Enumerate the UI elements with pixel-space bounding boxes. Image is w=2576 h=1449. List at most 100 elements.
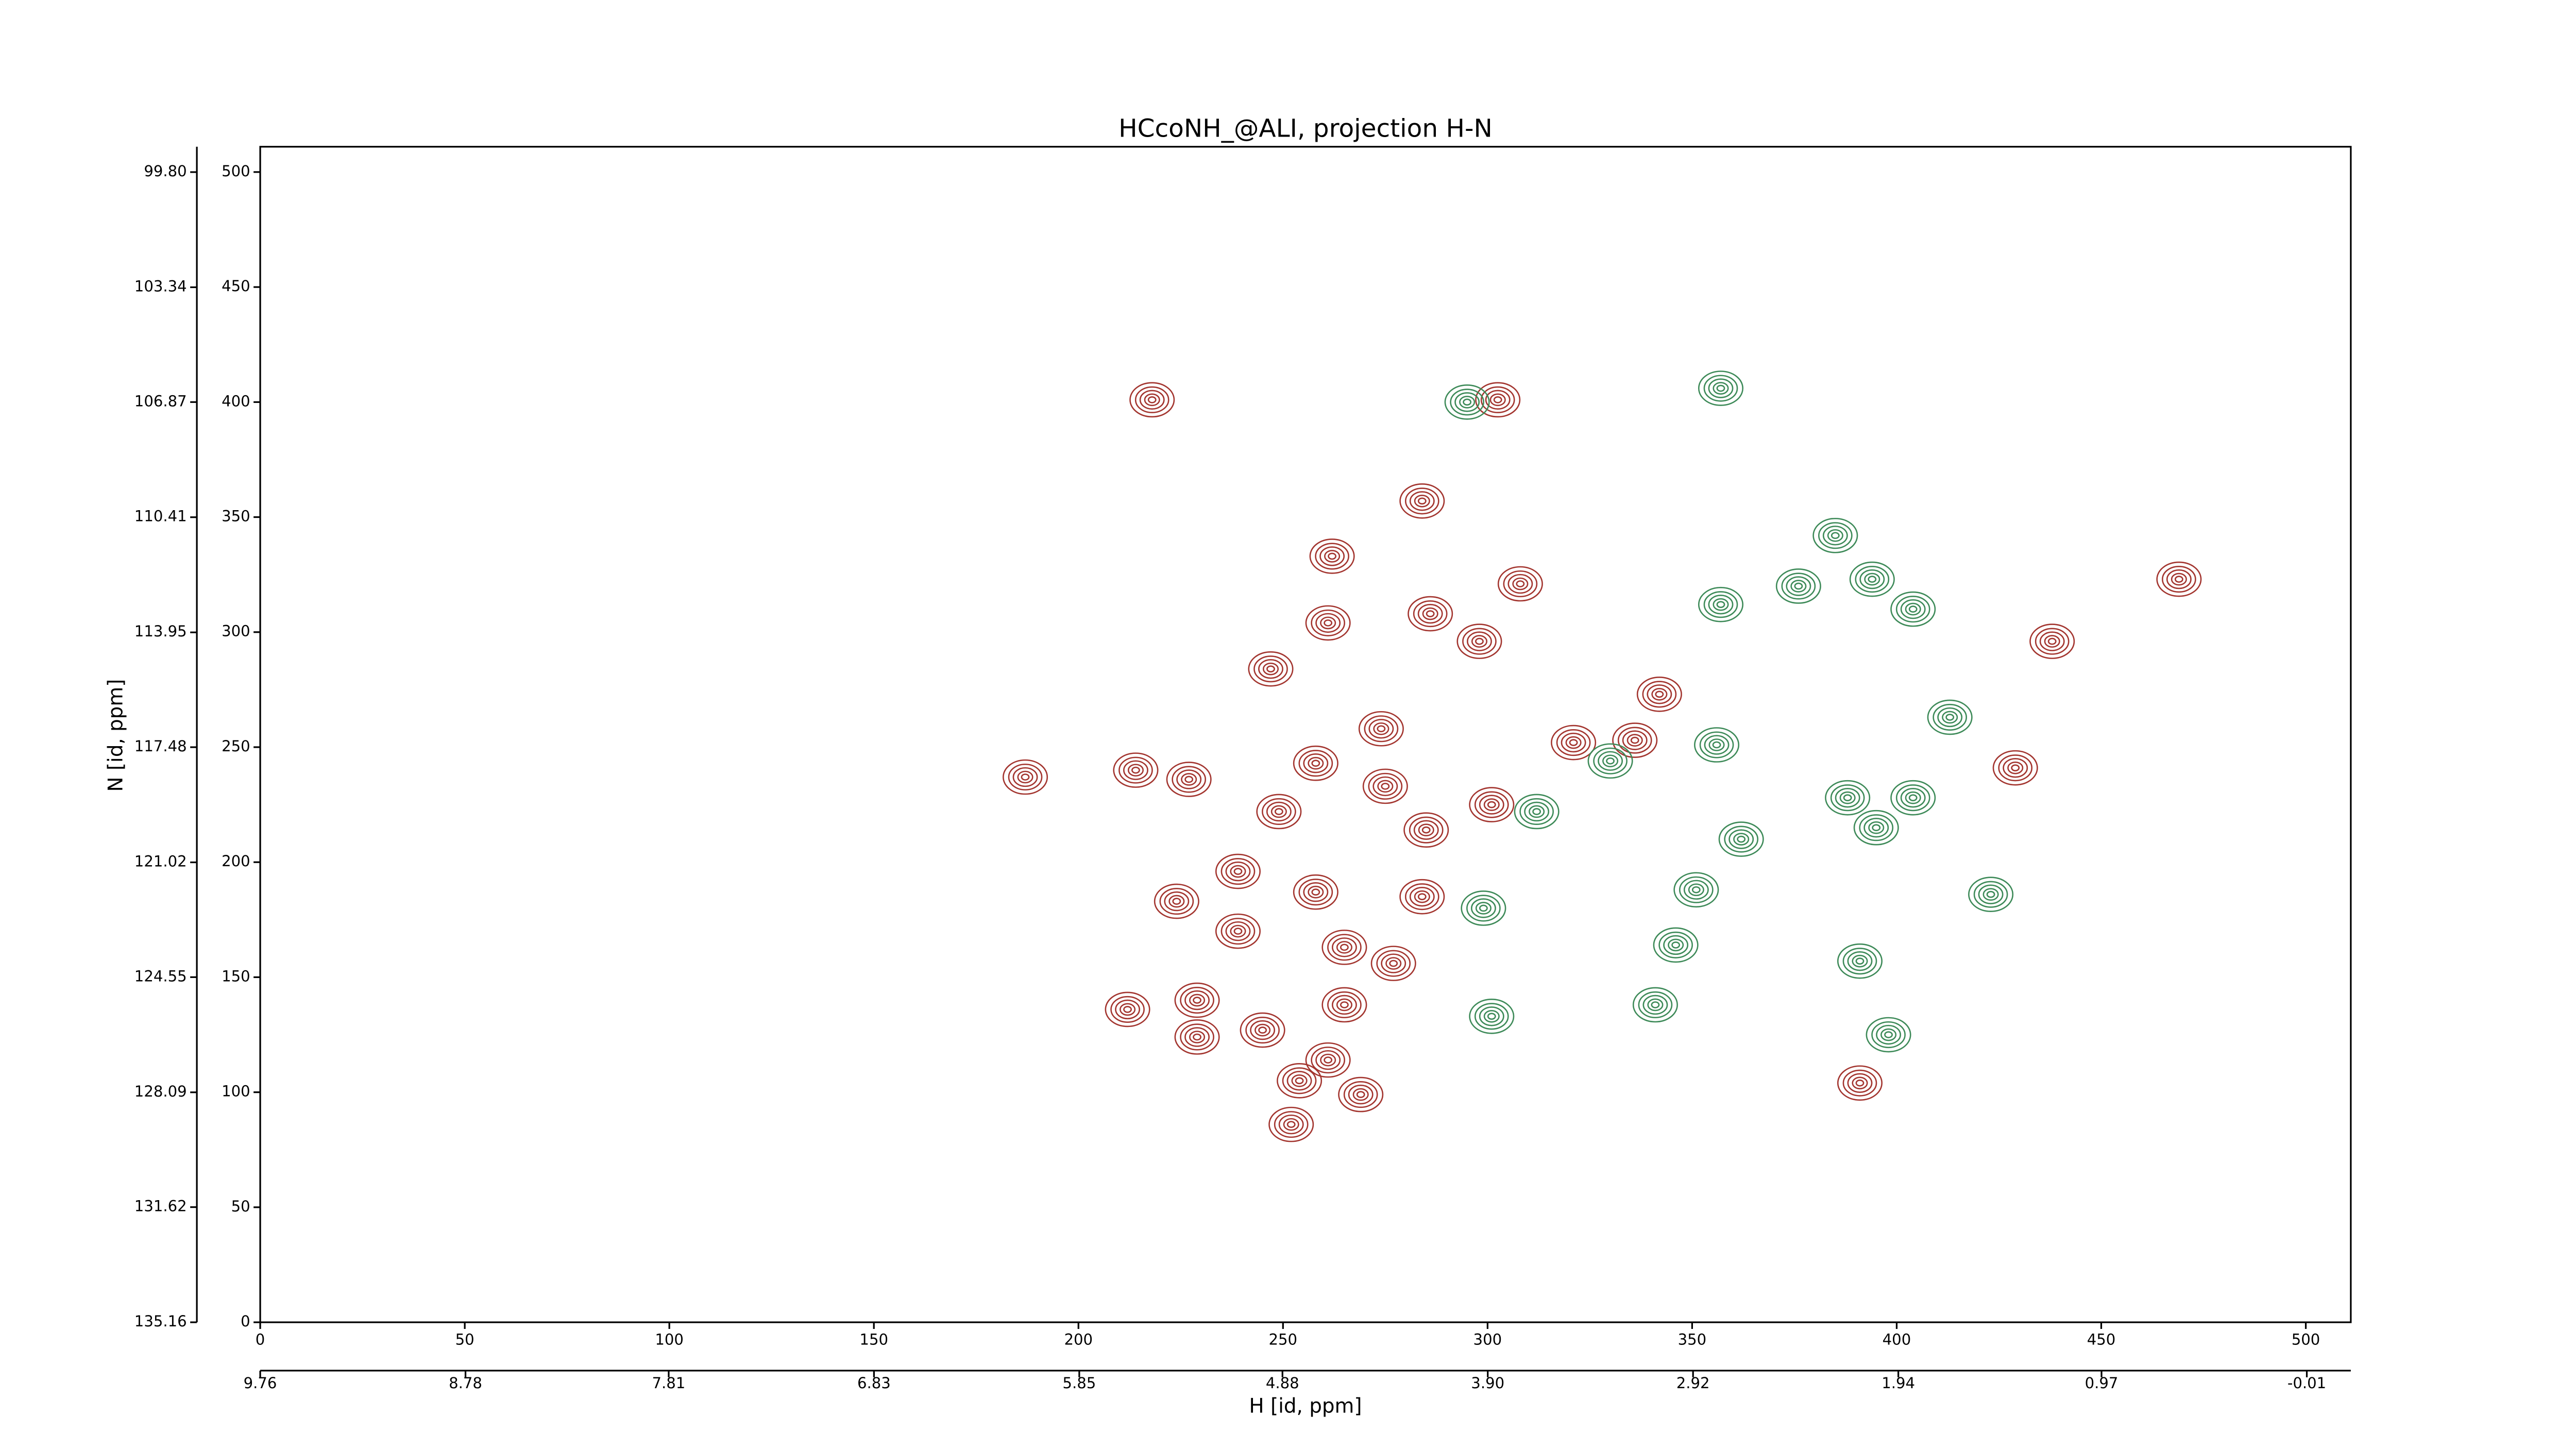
peak-contour (1266, 665, 1275, 672)
peak-contour (1225, 861, 1251, 882)
peak-contour (1825, 780, 1871, 816)
y2-tick-label: 106.87 (134, 392, 187, 410)
peak-contour (1668, 938, 1684, 952)
peak-contour (1475, 637, 1484, 645)
peak-contour (2174, 576, 2183, 583)
peak-contour (1311, 609, 1345, 636)
peak-contour (1278, 1114, 1304, 1135)
peak-contour (1368, 772, 1403, 800)
peak-contour (1164, 891, 1190, 912)
x-tick-label: 0 (256, 1331, 265, 1349)
peak-contour (1180, 1023, 1214, 1051)
peak-contour (1336, 998, 1352, 1012)
peak-contour (1474, 791, 1509, 818)
peak-contour (1413, 600, 1448, 628)
peak-contour (1622, 730, 1648, 750)
peak-contour (1459, 396, 1476, 409)
peak-contour (1724, 825, 1759, 853)
peak-contour (1688, 883, 1704, 897)
peak-contour (1466, 895, 1501, 922)
peak-contour (1651, 687, 1668, 701)
x2-tick-label: 8.78 (449, 1374, 482, 1392)
peak-contour (1612, 722, 1658, 758)
peak-contour (1905, 602, 1921, 616)
peak-contour (1303, 753, 1329, 773)
peak-contour (1012, 767, 1038, 787)
peak-contour (1295, 1077, 1304, 1085)
peak-contour (1703, 375, 1738, 402)
peak-contour (1503, 570, 1538, 598)
peak-contour (1377, 725, 1386, 733)
y-axis-label: N [id, ppm] (104, 679, 127, 792)
peak-contour (1658, 931, 1693, 958)
peak-contour (1120, 1003, 1136, 1016)
peak-contour (1671, 941, 1681, 949)
peak-contour (1215, 853, 1261, 889)
y-tick-label: 250 (222, 737, 250, 755)
y2-tick-label: 128.09 (134, 1083, 187, 1100)
peak-contour (1694, 727, 1740, 763)
peak-contour (1868, 821, 1885, 834)
peak-contour (1377, 780, 1394, 793)
y-tick-label: 150 (222, 967, 250, 985)
peak-contour (2047, 637, 2057, 645)
peak-contour (1469, 999, 1515, 1034)
y-tick-label: 200 (222, 852, 250, 870)
peak-contour (1240, 1012, 1285, 1048)
peak-contour (1215, 913, 1261, 949)
peak-contour (1900, 788, 1926, 808)
peak-contour (1311, 760, 1320, 767)
peak-contour (1842, 948, 1877, 975)
peak-contour (1598, 751, 1623, 771)
peak-contour (1320, 616, 1336, 630)
peak-contour (1859, 569, 1885, 589)
peak-contour (1602, 754, 1619, 768)
peak-contour (1305, 605, 1351, 641)
peak-contour (1303, 882, 1329, 902)
peak-contour (1414, 494, 1430, 508)
peak-contour (1336, 941, 1352, 954)
peak-contour (1409, 816, 1444, 844)
peak-contour (1189, 993, 1206, 1007)
peak-contour (1389, 959, 1398, 967)
x2-tick-label: 4.88 (1266, 1374, 1299, 1392)
peak-contour (1551, 724, 1597, 761)
x-axis-label: H [id, ppm] (1249, 1395, 1362, 1418)
peak-contour (1321, 987, 1367, 1023)
peak-contour (1483, 798, 1500, 811)
peak-contour (1474, 1003, 1509, 1030)
peak-contour (1308, 885, 1324, 899)
peak-contour (1283, 1118, 1299, 1131)
peak-contour (1327, 991, 1362, 1019)
peak-contour (1105, 991, 1150, 1027)
peak-contour (1927, 699, 1973, 735)
peak-contour (1352, 1088, 1369, 1101)
peak-contour (1268, 1106, 1314, 1142)
x2-tick-label: 9.76 (244, 1374, 277, 1392)
x2-tick-label: 0.97 (2085, 1374, 2119, 1392)
peak-contour (1733, 833, 1750, 846)
peak-contour (1638, 991, 1673, 1019)
peak-contour (1507, 574, 1533, 594)
peak-contour (1866, 1017, 1911, 1053)
peak-contour (1871, 1021, 1906, 1049)
peak-contour (1315, 613, 1341, 633)
x2-tick-label: 3.90 (1471, 1374, 1504, 1392)
peak-contour (1159, 888, 1194, 915)
peak-contour (1790, 580, 1807, 593)
peak-contour (1414, 890, 1430, 903)
peak-contour (1475, 382, 1521, 418)
peak-contour (1172, 766, 1206, 793)
peak-contour (2171, 572, 2187, 586)
peak-contour (1895, 784, 1930, 812)
peak-contour (1409, 886, 1435, 907)
peak-contour (1831, 532, 1840, 540)
peak-contour (2003, 757, 2028, 778)
peak-contour (1461, 890, 1506, 926)
peak-contour (1154, 883, 1199, 919)
y2-tick-label: 121.02 (134, 852, 187, 870)
peak-contour (1485, 390, 1511, 410)
peak-contour (1258, 1026, 1267, 1034)
peak-contour (1884, 1031, 1893, 1038)
x-tick-label: 200 (1064, 1331, 1093, 1349)
